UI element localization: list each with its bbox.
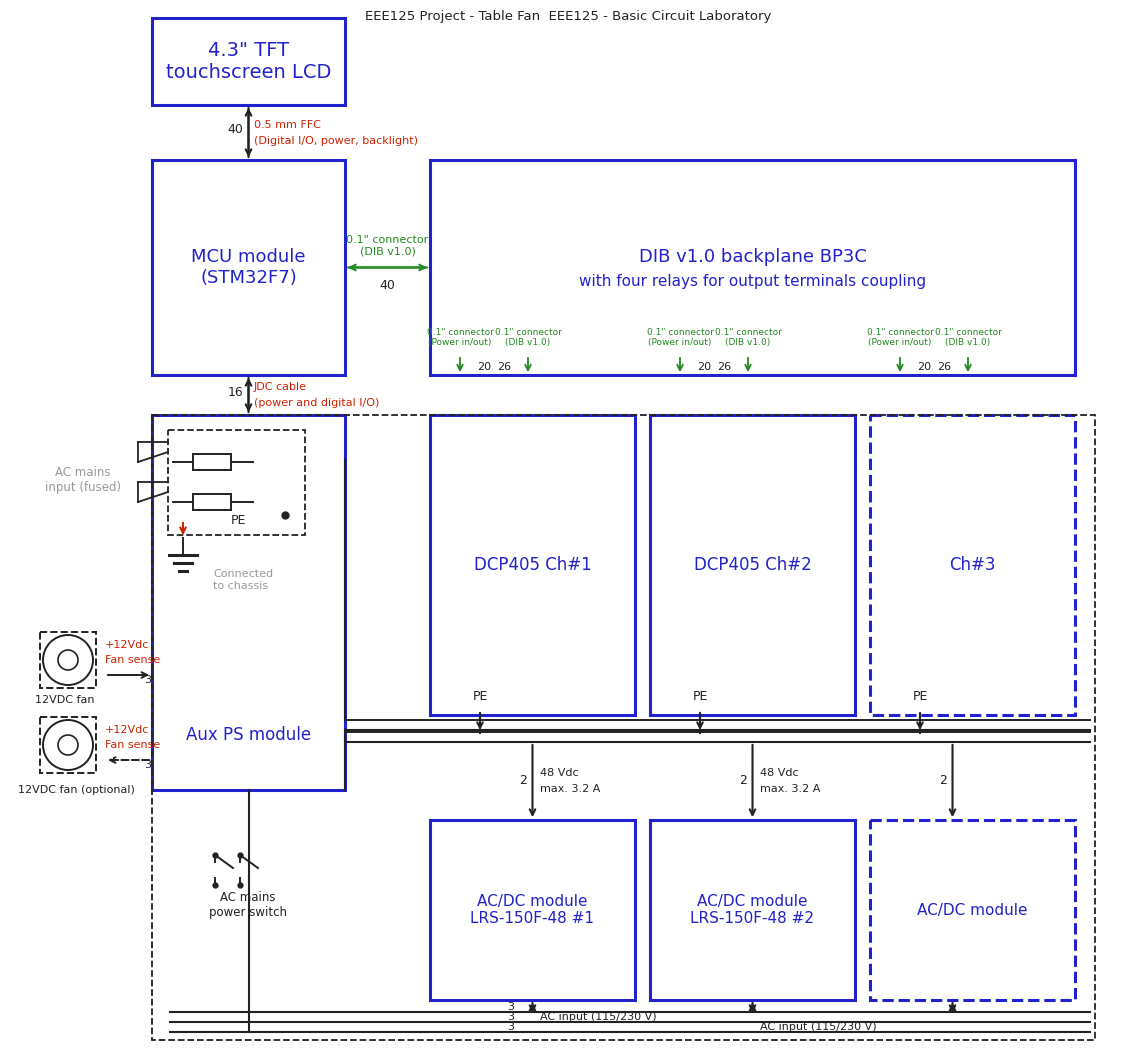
Bar (431, 415, 635, 715)
Text: Connected
to chassis: Connected to chassis (214, 569, 273, 591)
Text: Fan sense: Fan sense (105, 655, 160, 665)
Text: AC input (115/230 V): AC input (115/230 V) (760, 1022, 877, 1032)
Text: 40: 40 (379, 279, 395, 292)
Text: 40: 40 (227, 123, 243, 136)
Text: 26: 26 (937, 362, 951, 372)
Text: 3: 3 (508, 1012, 515, 1022)
Text: JDC cable: JDC cable (253, 382, 307, 392)
Text: 2: 2 (519, 775, 527, 788)
Text: 0.1" connector
(DIB v1.0): 0.1" connector (DIB v1.0) (494, 328, 561, 347)
Text: AC input (115/230 V): AC input (115/230 V) (541, 1012, 657, 1022)
Text: (Digital I/O, power, backlight): (Digital I/O, power, backlight) (253, 135, 418, 146)
Text: 48 Vdc: 48 Vdc (760, 768, 799, 778)
Text: PE: PE (912, 691, 928, 704)
Text: EEE125 Project - Table Fan  EEE125 - Basic Circuit Laboratory: EEE125 Project - Table Fan EEE125 - Basi… (365, 10, 771, 23)
Text: 0.1" connector
(Power in/out): 0.1" connector (Power in/out) (867, 328, 934, 347)
Text: AC/DC module
LRS-150F-48 #2: AC/DC module LRS-150F-48 #2 (691, 894, 815, 926)
Bar (152, 415, 1095, 1040)
Text: +12Vdc: +12Vdc (105, 724, 149, 735)
Text: PE: PE (692, 691, 708, 704)
Text: 3: 3 (508, 1002, 515, 1012)
Text: +12Vdc: +12Vdc (105, 640, 149, 650)
Bar (870, 820, 1075, 1000)
Text: PE: PE (231, 513, 245, 526)
Text: PE: PE (473, 691, 487, 704)
Text: 26: 26 (717, 362, 732, 372)
Bar (431, 820, 635, 1000)
Bar (650, 820, 855, 1000)
Text: max. 3.2 A: max. 3.2 A (760, 784, 821, 794)
Text: 4.3" TFT
touchscreen LCD: 4.3" TFT touchscreen LCD (166, 41, 332, 82)
Text: 0.5 mm FFC: 0.5 mm FFC (253, 120, 320, 129)
Text: 0.1" connector
(Power in/out): 0.1" connector (Power in/out) (646, 328, 713, 347)
Bar (152, 160, 345, 375)
Bar (152, 18, 345, 105)
Text: DCP405 Ch#1: DCP405 Ch#1 (474, 556, 592, 574)
Bar (431, 160, 1075, 375)
Text: DIB v1.0 backplane BP3C: DIB v1.0 backplane BP3C (638, 249, 867, 267)
Text: 2: 2 (939, 775, 947, 788)
Text: 0.1" connector
(DIB v1.0): 0.1" connector (DIB v1.0) (935, 328, 1002, 347)
Bar (870, 415, 1075, 715)
Text: DCP405 Ch#2: DCP405 Ch#2 (694, 556, 811, 574)
Text: 0.1" connector
(DIB v1.0): 0.1" connector (DIB v1.0) (715, 328, 782, 347)
Text: 26: 26 (498, 362, 511, 372)
Text: AC/DC module
LRS-150F-48 #1: AC/DC module LRS-150F-48 #1 (470, 894, 594, 926)
Bar (193, 494, 231, 510)
Bar (168, 430, 304, 536)
Text: max. 3.2 A: max. 3.2 A (541, 784, 601, 794)
Text: MCU module
(STM32F7): MCU module (STM32F7) (191, 248, 306, 287)
Bar (40, 632, 97, 688)
Text: with four relays for output terminals coupling: with four relays for output terminals co… (579, 274, 926, 289)
Text: 0.1" connector
(DIB v1.0): 0.1" connector (DIB v1.0) (346, 235, 428, 256)
Text: 2: 2 (740, 775, 747, 788)
Text: 3: 3 (144, 675, 151, 685)
Text: 3: 3 (144, 760, 151, 770)
Bar (40, 717, 97, 773)
Text: AC mains
power switch: AC mains power switch (209, 891, 287, 919)
Text: 0.1" connector
(Power in/out): 0.1" connector (Power in/out) (426, 328, 493, 347)
Text: 16: 16 (227, 385, 243, 399)
Text: 12VDC fan (optional): 12VDC fan (optional) (18, 785, 135, 795)
Text: 20: 20 (917, 362, 930, 372)
Text: Fan sense: Fan sense (105, 740, 160, 750)
Text: 12VDC fan: 12VDC fan (35, 695, 94, 705)
Text: AC mains
input (fused): AC mains input (fused) (45, 466, 122, 493)
Text: 20: 20 (477, 362, 491, 372)
Text: (power and digital I/O): (power and digital I/O) (253, 398, 379, 408)
Text: AC/DC module: AC/DC module (917, 903, 1028, 918)
Text: 3: 3 (508, 1022, 515, 1032)
Text: Aux PS module: Aux PS module (186, 726, 311, 744)
Bar (152, 415, 345, 790)
Text: Ch#3: Ch#3 (950, 556, 996, 574)
Text: 48 Vdc: 48 Vdc (541, 768, 579, 778)
Text: 20: 20 (696, 362, 711, 372)
Bar (650, 415, 855, 715)
Bar (193, 454, 231, 470)
